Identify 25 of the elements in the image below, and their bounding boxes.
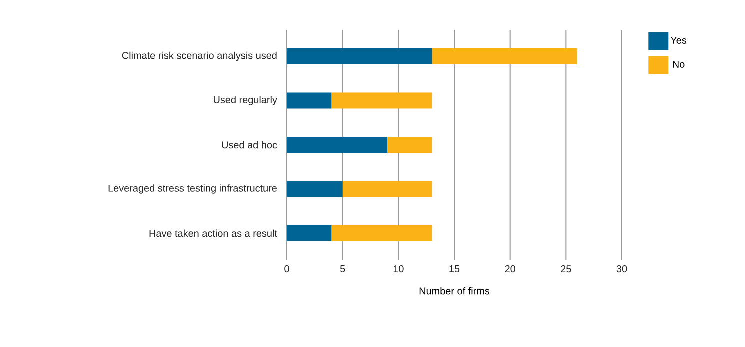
legend-label: Yes <box>670 37 687 44</box>
y-tick-label: Leveraged stress testing infrastructure <box>108 184 278 194</box>
bar <box>287 48 432 65</box>
bar <box>287 225 332 242</box>
y-tick-label: Have taken action as a result <box>150 230 278 238</box>
y-tick-label: Used regularly <box>214 96 278 106</box>
x-axis-title: Number of firms <box>420 287 490 295</box>
bar <box>332 225 432 242</box>
bar <box>432 48 578 65</box>
bar <box>287 181 343 198</box>
y-tick-label: Climate risk scenario analysis used <box>122 52 277 62</box>
legend-label: No <box>673 61 685 68</box>
x-tick-label: 0 <box>284 266 290 273</box>
bar <box>342 181 432 198</box>
x-tick-label: 30 <box>616 266 628 273</box>
bar <box>287 92 332 109</box>
y-tick-label: Used ad hoc <box>222 141 278 149</box>
x-tick-label: 10 <box>394 266 404 273</box>
bar <box>287 137 388 153</box>
x-tick-label: 25 <box>561 266 572 273</box>
x-tick-label: 15 <box>450 266 460 272</box>
x-tick-label: 5 <box>340 266 346 272</box>
bar <box>332 92 432 109</box>
bar <box>388 137 432 153</box>
x-tick-label: 20 <box>505 266 516 273</box>
